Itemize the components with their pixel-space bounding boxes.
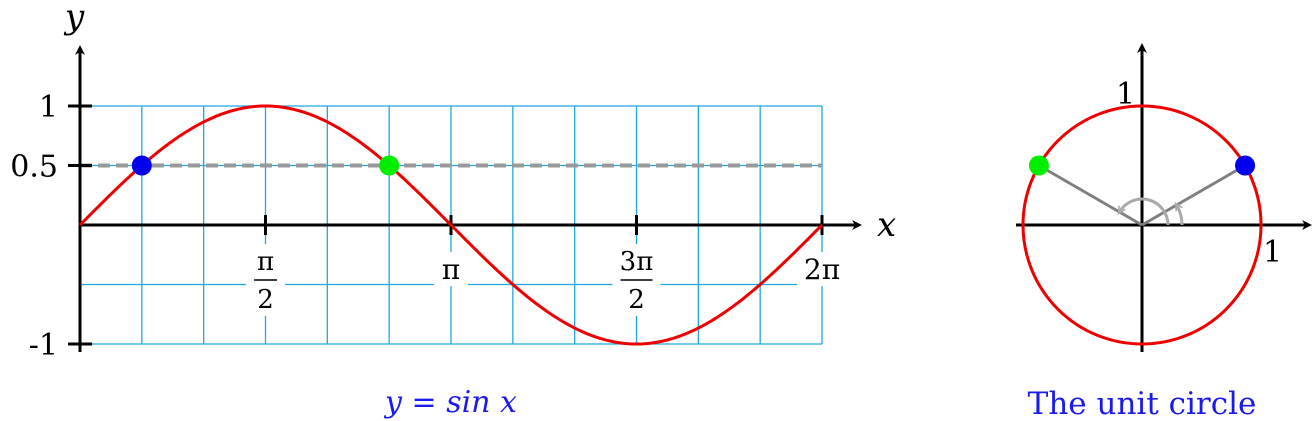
unit-circle — [1021, 104, 1263, 346]
sine-caption: y = sin x — [383, 385, 517, 420]
circle-x-tick-label: 1 — [1263, 235, 1282, 270]
y-tick-label: -1 — [29, 328, 58, 363]
circle-y-tick-label: 1 — [1116, 77, 1135, 112]
x-tick-label-denominator: 2 — [257, 285, 274, 315]
angle-arc-large — [1119, 197, 1170, 226]
x-tick-label-denominator: 2 — [628, 285, 645, 315]
angle-arcs — [1119, 197, 1184, 226]
y-axis-label: y — [63, 0, 85, 37]
sine-point — [379, 155, 400, 176]
x-tick-label-numerator: π — [257, 247, 274, 277]
tick-label-backdrop — [434, 252, 468, 286]
radius-line — [1141, 164, 1246, 227]
points — [131, 155, 400, 176]
radius-line — [1038, 164, 1143, 227]
circle-point — [1235, 155, 1256, 176]
circle-points — [1028, 155, 1256, 176]
circle-point — [1028, 155, 1049, 176]
x-axis-label: x — [877, 205, 896, 245]
y-tick-label: 0.5 — [10, 150, 58, 185]
x-tick-label-numerator: 3π — [620, 247, 654, 277]
x-tick-label: 2π — [804, 253, 840, 286]
y-tick-label: 1 — [39, 90, 58, 125]
unit-circle-chart: 1 1 The unit circle — [1016, 43, 1312, 421]
tick-label-backdrop — [797, 252, 847, 286]
y-ticks: 1 0.5 -1 — [10, 90, 92, 363]
sine-curve — [78, 104, 824, 346]
sine-point — [131, 155, 152, 176]
circle-caption: The unit circle — [1028, 386, 1257, 421]
x-tick-label: π — [442, 253, 460, 286]
angle-arc-small — [1177, 205, 1184, 226]
